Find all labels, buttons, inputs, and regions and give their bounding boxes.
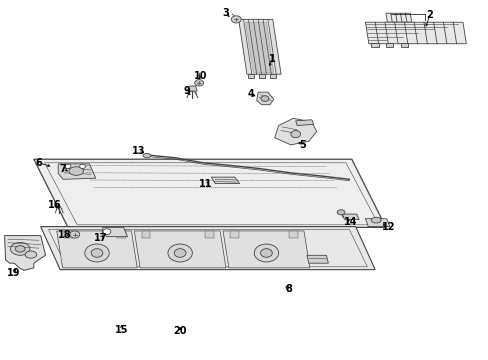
Polygon shape <box>245 22 273 72</box>
Text: 3: 3 <box>222 8 229 18</box>
Polygon shape <box>306 255 328 263</box>
Text: 20: 20 <box>173 326 186 336</box>
Text: 12: 12 <box>381 222 394 232</box>
Polygon shape <box>341 214 358 220</box>
Ellipse shape <box>261 96 268 102</box>
Ellipse shape <box>80 164 85 168</box>
Ellipse shape <box>290 131 300 138</box>
Text: 13: 13 <box>131 145 144 156</box>
Polygon shape <box>385 43 392 47</box>
Polygon shape <box>269 74 275 78</box>
Text: 10: 10 <box>193 71 207 81</box>
Polygon shape <box>211 177 239 184</box>
Polygon shape <box>142 231 150 238</box>
Ellipse shape <box>25 251 37 258</box>
Text: 17: 17 <box>94 233 107 243</box>
Ellipse shape <box>167 244 192 262</box>
Text: 19: 19 <box>7 267 20 278</box>
Ellipse shape <box>336 210 344 215</box>
Polygon shape <box>274 118 316 145</box>
Polygon shape <box>289 231 298 238</box>
Text: 6: 6 <box>35 158 42 168</box>
Ellipse shape <box>84 244 109 262</box>
Polygon shape <box>370 43 378 47</box>
Text: 5: 5 <box>299 140 306 150</box>
Polygon shape <box>187 86 197 91</box>
Polygon shape <box>385 13 411 22</box>
Ellipse shape <box>10 242 30 255</box>
Ellipse shape <box>174 249 185 257</box>
Text: 8: 8 <box>285 284 291 294</box>
Ellipse shape <box>254 244 278 262</box>
Text: 7: 7 <box>60 163 66 174</box>
Ellipse shape <box>65 164 71 168</box>
Text: 2: 2 <box>426 10 432 20</box>
Ellipse shape <box>70 231 80 238</box>
Text: 1: 1 <box>269 54 276 64</box>
Polygon shape <box>4 235 45 270</box>
Ellipse shape <box>69 167 83 175</box>
Text: 14: 14 <box>344 217 357 227</box>
Ellipse shape <box>194 80 203 86</box>
Polygon shape <box>256 92 273 105</box>
Ellipse shape <box>15 246 25 252</box>
Text: 11: 11 <box>198 179 212 189</box>
Polygon shape <box>259 74 264 78</box>
Text: 15: 15 <box>115 325 128 335</box>
Text: 4: 4 <box>247 89 254 99</box>
Text: 9: 9 <box>183 86 190 96</box>
Polygon shape <box>57 231 137 268</box>
Polygon shape <box>117 231 125 238</box>
Polygon shape <box>400 43 407 47</box>
Text: 16: 16 <box>47 200 61 210</box>
Text: 18: 18 <box>58 230 72 239</box>
Polygon shape <box>34 159 385 227</box>
Polygon shape <box>58 164 96 179</box>
Polygon shape <box>365 22 466 44</box>
Polygon shape <box>102 227 127 237</box>
Ellipse shape <box>103 229 111 234</box>
Polygon shape <box>134 231 225 268</box>
Polygon shape <box>41 226 374 270</box>
Ellipse shape <box>370 217 380 223</box>
Polygon shape <box>295 120 313 126</box>
Polygon shape <box>64 231 73 238</box>
Polygon shape <box>238 19 281 74</box>
Polygon shape <box>205 231 214 238</box>
Polygon shape <box>230 231 239 238</box>
Polygon shape <box>223 231 309 268</box>
Ellipse shape <box>260 249 272 257</box>
Ellipse shape <box>91 249 102 257</box>
Polygon shape <box>248 74 254 78</box>
Polygon shape <box>365 219 389 226</box>
Ellipse shape <box>143 153 151 158</box>
Ellipse shape <box>231 16 241 23</box>
